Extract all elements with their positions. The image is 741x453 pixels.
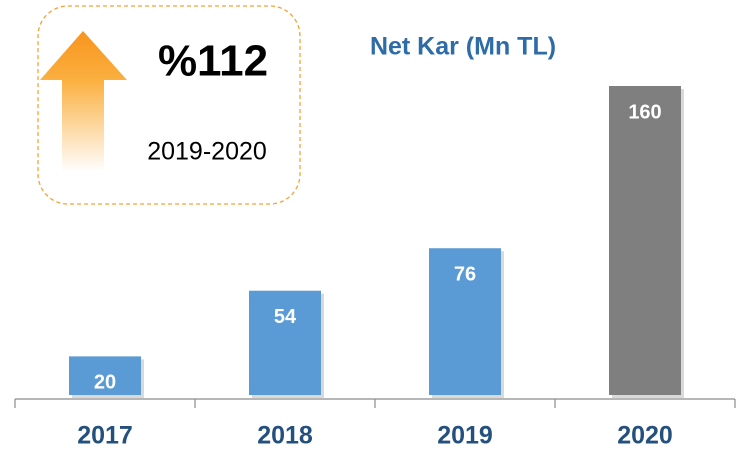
- chart-title: Net Kar (Mn TL): [370, 33, 556, 61]
- x-tick-label: 2018: [257, 422, 313, 450]
- data-label: 160: [628, 101, 661, 123]
- bar: [429, 248, 501, 395]
- callout: %112 2019-2020: [37, 5, 301, 205]
- bar: [249, 290, 321, 395]
- x-tick-label: 2017: [77, 422, 133, 450]
- callout-change: %112: [158, 37, 268, 86]
- x-tick-label: 2019: [437, 422, 493, 450]
- data-label: 20: [94, 372, 116, 394]
- bar: [69, 356, 141, 395]
- callout-period: 2019-2020: [147, 138, 267, 166]
- bar: [609, 86, 681, 395]
- x-tick-label: 2020: [617, 422, 673, 450]
- data-label: 76: [454, 264, 476, 286]
- up-arrow: [40, 31, 127, 172]
- callout-box: [37, 5, 301, 205]
- data-label: 54: [274, 306, 297, 328]
